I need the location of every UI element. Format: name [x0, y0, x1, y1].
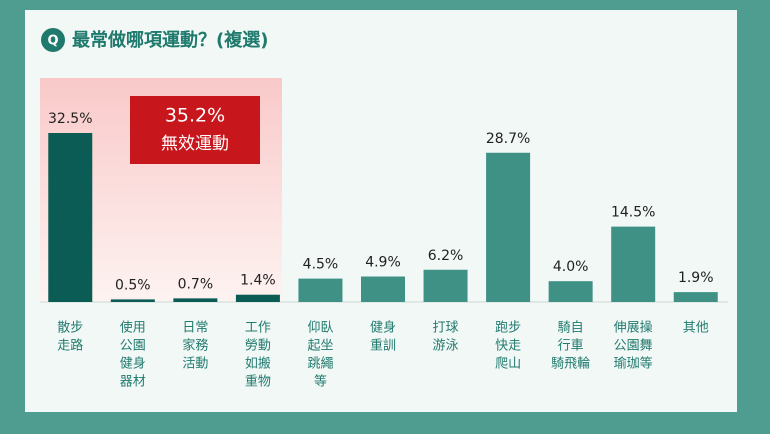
q-icon-text: Q: [47, 34, 58, 49]
x-tick-label: 走路: [57, 338, 83, 354]
x-tick-label: 器材: [120, 375, 146, 390]
bar: [173, 298, 218, 302]
x-tick-label: 跑步: [495, 321, 521, 336]
x-tick-label: 重物: [245, 374, 271, 390]
x-tick-label: 騎飛輪: [551, 356, 590, 372]
x-tick-label: 打球: [433, 321, 459, 336]
value-label: 4.0%: [553, 259, 589, 275]
x-tick-label: 使用: [120, 320, 146, 336]
x-tick-label: 騎自: [558, 321, 584, 336]
annotation-text: 無效運動: [161, 134, 229, 154]
q-icon: [41, 28, 65, 52]
x-tick-label: 散步: [57, 321, 83, 336]
bar: [486, 152, 531, 302]
x-tick-label: 其他: [683, 321, 709, 336]
x-tick-label: 伸展操: [614, 320, 653, 336]
value-label: 1.9%: [678, 270, 714, 286]
annotation-label: 35.2%: [165, 105, 225, 127]
x-tick-label: 活動: [182, 357, 208, 372]
value-label: 32.5%: [48, 111, 92, 127]
x-tick-label: 健身: [370, 320, 396, 336]
value-label: 28.7%: [486, 131, 530, 147]
x-tick-label: 如搬: [245, 356, 271, 372]
x-tick-label: 家務: [182, 338, 208, 354]
bar: [548, 281, 593, 302]
x-tick-label: 日常: [182, 321, 208, 336]
bar: [235, 294, 280, 302]
x-tick-label: 等: [314, 374, 327, 390]
x-tick-label: 爬山: [495, 357, 521, 372]
x-tick-label: 勞動: [245, 339, 271, 354]
x-tick-label: 工作: [245, 321, 271, 336]
bar: [298, 278, 343, 302]
value-label: 4.9%: [365, 255, 401, 271]
x-tick-label: 快走: [495, 339, 521, 354]
x-tick-label: 健身: [120, 356, 146, 372]
x-tick-label: 仰臥: [307, 321, 333, 336]
value-label: 0.5%: [115, 277, 151, 293]
bar: [110, 299, 155, 302]
x-tick-label: 游泳: [433, 339, 459, 354]
chart-title: 最常做哪項運動？(複選): [72, 29, 268, 51]
value-label: 0.7%: [178, 276, 214, 292]
x-tick-label: 起坐: [307, 339, 333, 354]
value-label: 6.2%: [428, 248, 464, 264]
annotation-box: [130, 96, 260, 164]
value-label: 4.5%: [303, 257, 339, 273]
x-tick-label: 公園舞: [614, 339, 653, 354]
x-tick-label: 瑜珈等: [614, 356, 653, 372]
bar: [48, 133, 93, 302]
bar: [423, 269, 468, 302]
bar: [361, 276, 405, 302]
x-tick-label: 行車: [558, 339, 584, 354]
value-label: 1.4%: [240, 273, 276, 289]
value-label: 14.5%: [611, 205, 655, 221]
x-tick-label: 跳繩: [307, 357, 333, 372]
bar: [611, 226, 656, 302]
x-tick-label: 重訓: [370, 338, 396, 354]
x-tick-label: 公園: [120, 339, 146, 354]
bar: [673, 292, 718, 302]
